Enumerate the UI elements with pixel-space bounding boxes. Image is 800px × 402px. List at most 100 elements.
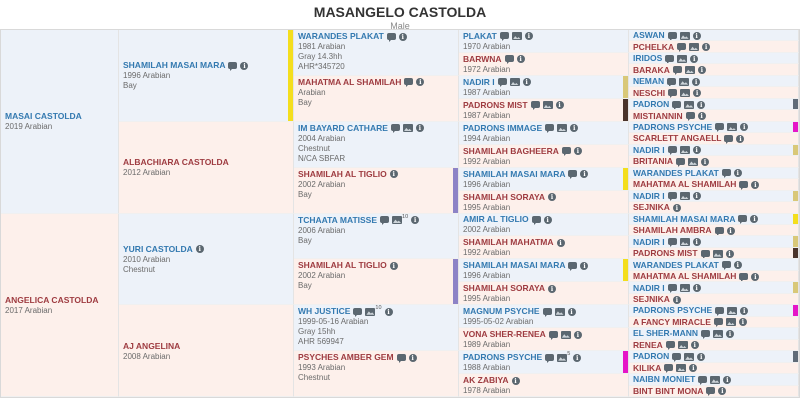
comment-icon[interactable] [548,330,558,340]
info-icon[interactable] [689,364,698,373]
info-icon[interactable] [726,329,735,338]
comment-icon[interactable] [672,100,682,110]
info-icon[interactable] [384,307,393,316]
info-icon[interactable] [389,170,398,179]
horse-link-warandes-plakat[interactable]: WARANDES PLAKAT [633,259,719,270]
horse-link-im-bayard-cathare[interactable]: IM BAYARD CATHARE [298,122,388,133]
comment-icon[interactable] [504,55,514,65]
comment-icon[interactable] [667,284,677,293]
horse-link-el-sher-mann[interactable]: EL SHER-MANN [633,328,699,339]
comment-icon[interactable] [706,387,716,396]
image-icon[interactable] [713,329,724,338]
horse-link-plakat[interactable]: PLAKAT [463,30,497,41]
info-icon[interactable] [692,192,701,201]
horse-link-bint-bint-mona[interactable]: BINT BINT MONA [633,385,704,396]
info-icon[interactable] [556,238,565,247]
horse-link-pchelka[interactable]: PCHELKA [633,41,675,52]
info-icon[interactable] [692,284,701,293]
info-icon[interactable] [548,193,557,202]
comment-icon[interactable] [665,54,675,64]
horse-link-padrons-psyche[interactable]: PADRONS PSYCHE [633,305,713,316]
comment-icon[interactable] [721,261,731,270]
comment-icon[interactable] [675,157,685,167]
info-icon[interactable] [750,215,759,224]
comment-icon[interactable] [353,307,363,317]
image-icon[interactable] [676,364,687,373]
horse-link-renea[interactable]: RENEA [633,339,663,350]
comment-icon[interactable] [499,32,509,42]
image-icon[interactable] [557,353,568,362]
horse-link-shamilah-al-tiglio[interactable]: SHAMILAH AL TIGLIO [298,260,387,271]
image-icon[interactable] [680,89,691,98]
image-icon[interactable] [365,307,376,316]
horse-link-britania[interactable]: BRITANIA [633,156,673,167]
info-icon[interactable] [692,77,701,86]
info-icon[interactable] [690,341,699,350]
comment-icon[interactable] [672,352,682,362]
image-icon[interactable] [679,238,690,247]
info-icon[interactable] [416,78,425,87]
horse-link-mahatma-al-shamilah[interactable]: MAHATMA AL SHAMILAH [298,76,402,87]
comment-icon[interactable] [545,124,555,134]
info-icon[interactable] [697,112,706,121]
comment-icon[interactable] [667,31,677,41]
image-icon[interactable] [402,124,413,133]
horse-link-angelica-castolda[interactable]: ANGELICA CASTOLDA [5,294,99,305]
info-icon[interactable] [736,134,745,143]
image-icon[interactable] [677,54,688,63]
info-icon[interactable] [697,352,706,361]
info-icon[interactable] [725,249,734,258]
horse-link-baraka[interactable]: BARAKA [633,64,670,75]
comment-icon[interactable] [568,170,578,180]
horse-link-padrons-psyche[interactable]: PADRONS PSYCHE [633,121,713,132]
comment-icon[interactable] [404,78,414,88]
info-icon[interactable] [555,101,564,110]
info-icon[interactable] [726,226,735,235]
horse-link-mahatma-al-shamilah[interactable]: MAHATMA AL SHAMILAH [633,271,737,282]
info-icon[interactable] [693,89,702,98]
comment-icon[interactable] [386,32,396,42]
comment-icon[interactable] [685,112,695,121]
horse-link-shamilah-masai-mara[interactable]: SHAMILAH MASAI MARA [463,168,566,179]
horse-link-sejnika[interactable]: SEJNIKA [633,294,670,305]
comment-icon[interactable] [668,89,678,98]
horse-link-aswan[interactable]: ASWAN [633,30,665,41]
comment-icon[interactable] [672,66,682,75]
info-icon[interactable] [733,261,742,270]
comment-icon[interactable] [677,43,687,52]
info-icon[interactable] [567,307,576,316]
info-icon[interactable] [522,78,531,87]
info-icon[interactable] [573,330,582,339]
info-icon[interactable] [580,170,589,179]
info-icon[interactable] [751,272,760,281]
horse-link-warandes-plakat[interactable]: WARANDES PLAKAT [633,167,719,178]
comment-icon[interactable] [396,353,406,363]
info-icon[interactable] [723,375,732,384]
image-icon[interactable] [677,341,688,350]
image-icon[interactable] [679,192,690,201]
image-icon[interactable] [687,157,698,166]
horse-link-nadir-i[interactable]: NADIR I [633,190,665,201]
info-icon[interactable] [692,238,701,247]
horse-link-shamilah-al-tiglio[interactable]: SHAMILAH AL TIGLIO [298,168,387,179]
info-icon[interactable] [733,169,742,178]
image-icon[interactable] [679,77,690,86]
image-icon[interactable] [712,249,723,258]
comment-icon[interactable] [568,261,578,271]
info-icon[interactable] [740,123,749,132]
info-icon[interactable] [690,54,699,63]
comment-icon[interactable] [739,180,749,190]
info-icon[interactable] [389,261,398,270]
info-icon[interactable] [702,43,711,52]
info-icon[interactable] [548,284,557,293]
horse-link-magnum-psyche[interactable]: MAGNUM PSYCHE [463,306,540,317]
comment-icon[interactable] [700,249,710,259]
horse-link-shamilah-masai-mara[interactable]: SHAMILAH MASAI MARA [633,213,736,224]
horse-link-wh-justice[interactable]: WH JUSTICE [298,306,351,317]
horse-link-sejnika[interactable]: SEJNIKA [633,202,670,213]
horse-link-nadir-i[interactable]: NADIR I [633,282,665,293]
info-icon[interactable] [570,124,579,133]
horse-link-tchaata-matisse[interactable]: TCHAATA MATISSE [298,214,378,225]
horse-link-nadir-i[interactable]: NADIR I [633,236,665,247]
comment-icon[interactable] [698,375,708,385]
